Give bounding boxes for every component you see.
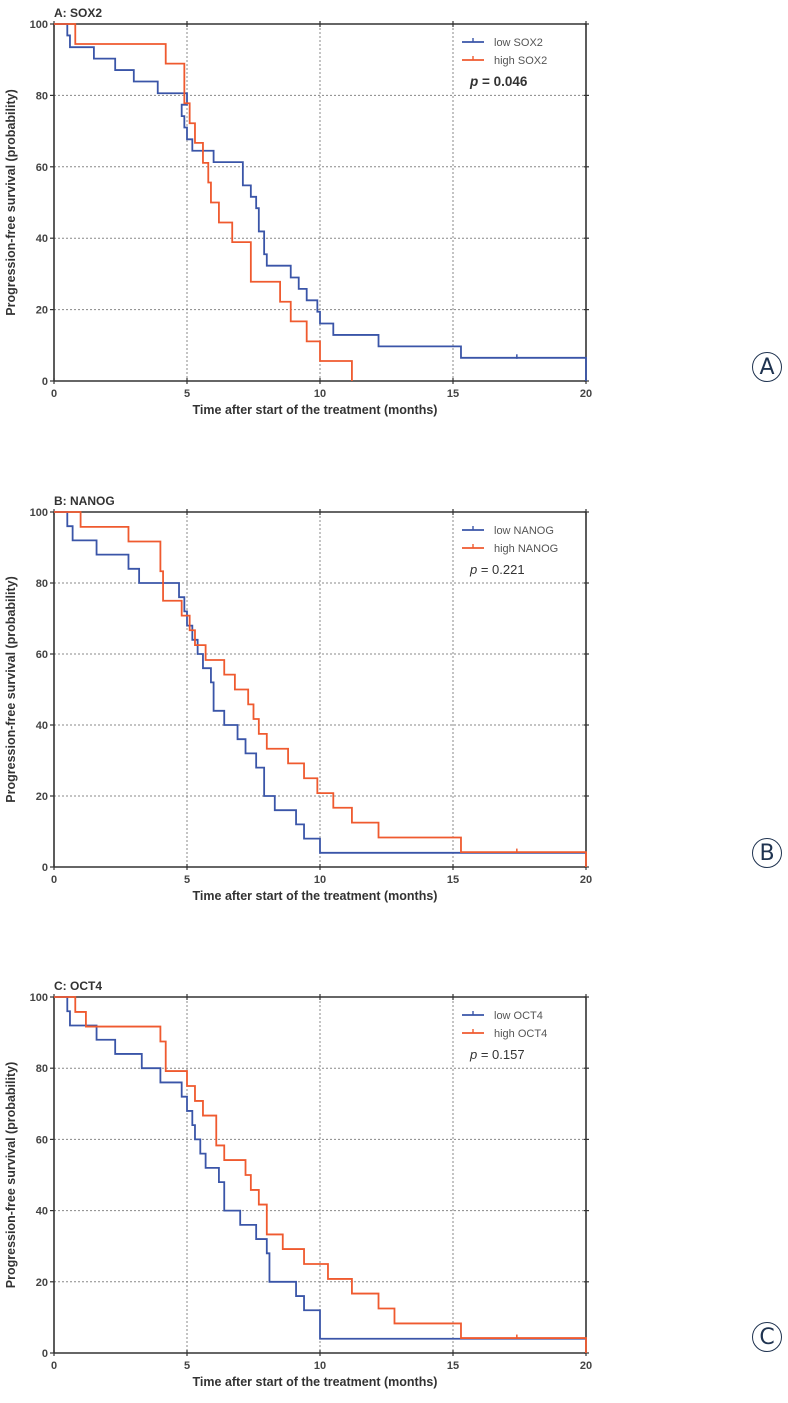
series-line-low [54, 996, 586, 1340]
x-tick-label: 0 [51, 1360, 57, 1372]
y-tick-label: 80 [36, 1063, 48, 1075]
y-tick-label: 40 [36, 1206, 48, 1218]
y-tick-label: 60 [36, 1134, 48, 1146]
x-tick-label: 5 [184, 1360, 190, 1372]
p-value-label: p = 0.221 [469, 562, 525, 577]
km-chart-nanog: B: NANOG 0 5 10 15 20 0 20 40 60 80 100 Time after s… [4, 494, 592, 903]
legend-label-high: high NANOG [494, 543, 558, 555]
x-tick-label: 10 [314, 1360, 326, 1372]
legend-label-low: low OCT4 [494, 1010, 543, 1022]
y-tick-label: 60 [36, 649, 48, 661]
legend-label-low: low SOX2 [494, 37, 543, 49]
x-tick-label: 20 [580, 1360, 592, 1372]
p-value: = 0.157 [477, 1047, 524, 1062]
y-tick-label: 0 [42, 376, 48, 388]
y-axis-label: Progression-free survival (probability) [4, 89, 18, 315]
x-axis-label: Time after start of the treatment (month… [193, 403, 438, 417]
p-value: = 0.046 [478, 74, 528, 89]
x-tick-label: 0 [51, 388, 57, 400]
km-chart-sox2: A: SOX2 0 5 10 15 20 0 20 40 60 80 100 Time after st… [4, 6, 592, 417]
y-tick-label: 0 [42, 862, 48, 874]
y-axis-label: Progression-free survival (probability) [4, 1062, 18, 1288]
series-line-high [54, 511, 587, 867]
x-tick-label: 20 [580, 388, 592, 400]
x-tick-label: 15 [447, 874, 459, 886]
y-tick-label: 20 [36, 791, 48, 803]
y-tick-label: 20 [36, 1277, 48, 1289]
chart-title: C: OCT4 [54, 979, 102, 993]
x-tick-label: 5 [184, 388, 190, 400]
x-tick-label: 15 [447, 1360, 459, 1372]
km-chart-oct4: C: OCT4 0 5 10 15 20 0 20 40 60 80 100 Time after st… [4, 979, 592, 1389]
y-tick-label: 40 [36, 720, 48, 732]
y-tick-label: 80 [36, 578, 48, 590]
series-line-high [54, 996, 587, 1353]
x-tick-label: 15 [447, 388, 459, 400]
p-value: = 0.221 [477, 562, 524, 577]
x-tick-label: 10 [314, 388, 326, 400]
chart-title: B: NANOG [54, 494, 115, 508]
y-tick-label: 100 [30, 19, 48, 31]
p-value-label: p = 0.046 [469, 74, 528, 89]
series-line-low [54, 23, 587, 381]
x-tick-label: 10 [314, 874, 326, 886]
panel-label-c: C [752, 1322, 782, 1352]
x-tick-label: 20 [580, 874, 592, 886]
x-tick-label: 0 [51, 874, 57, 886]
y-tick-label: 0 [42, 1348, 48, 1360]
legend-label-high: high SOX2 [494, 55, 547, 67]
legend-label-low: low NANOG [494, 525, 554, 537]
panel-b: B: NANOG 0 5 10 15 20 0 20 40 60 80 100 Time after s… [0, 488, 788, 958]
y-tick-label: 60 [36, 162, 48, 174]
series-line-low [54, 511, 586, 854]
p-value-label: p = 0.157 [469, 1047, 525, 1062]
panel-label-b: B [752, 838, 782, 868]
y-tick-label: 100 [30, 507, 48, 519]
chart-title: A: SOX2 [54, 6, 102, 20]
y-tick-label: 20 [36, 305, 48, 317]
series-line-high [54, 23, 353, 381]
y-axis-label: Progression-free survival (probability) [4, 576, 18, 802]
x-axis-label: Time after start of the treatment (month… [193, 889, 438, 903]
p-symbol: p [469, 74, 478, 89]
panel-c: C: OCT4 0 5 10 15 20 0 20 40 60 80 100 Time after st… [0, 973, 788, 1398]
legend-label-high: high OCT4 [494, 1028, 547, 1040]
y-tick-label: 100 [30, 992, 48, 1004]
panel-label-a: A [752, 352, 782, 382]
y-tick-label: 80 [36, 90, 48, 102]
panel-a: A: SOX2 0 5 10 15 20 0 20 40 60 80 100 Time after st… [0, 0, 788, 470]
p-symbol: p [469, 562, 477, 577]
y-tick-label: 40 [36, 233, 48, 245]
x-axis-label: Time after start of the treatment (month… [193, 1375, 438, 1389]
p-symbol: p [469, 1047, 477, 1062]
x-tick-label: 5 [184, 874, 190, 886]
